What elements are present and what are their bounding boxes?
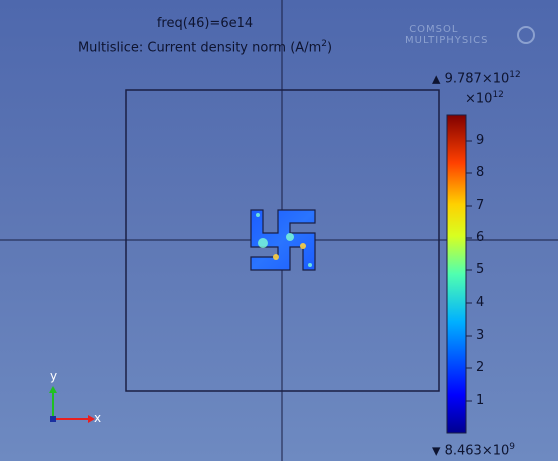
down-arrow-icon: ▼ <box>432 444 441 458</box>
x-axis-label: x <box>94 411 102 425</box>
colorbar-tick-9: 9 <box>476 133 485 148</box>
axis-origin <box>50 416 56 422</box>
colorbar-tick-5: 5 <box>476 262 485 277</box>
colorbar-max-label: ▲ 9.787×1012 <box>432 70 521 87</box>
domain-boundary <box>125 89 440 392</box>
colorbar-tick-7: 7 <box>476 198 485 213</box>
y-axis-arrowhead-icon <box>49 386 57 393</box>
colorbar-tick-1: 1 <box>476 393 485 408</box>
colorbar-tick-marks <box>466 140 472 402</box>
plot-title-expression: Multislice: Current density norm (A/m2) <box>77 39 333 56</box>
colorbar-tick-2: 2 <box>476 360 485 375</box>
colorbar-min-label: ▼ 8.463×109 <box>432 442 515 459</box>
plot-title-frequency: freq(46)=6e14 <box>156 16 254 31</box>
colorbar-tick-8: 8 <box>476 165 485 180</box>
conductor-slice <box>250 209 316 271</box>
comsol-logo-icon <box>517 26 535 44</box>
watermark-multiphysics: MULTIPHYSICS <box>405 35 489 46</box>
colorbar-tick-3: 3 <box>476 328 485 343</box>
colorbar-scale-label: ×1012 <box>465 90 504 107</box>
watermark-comsol: COMSOL <box>409 24 459 35</box>
colorbar-gradient <box>446 114 467 434</box>
up-arrow-icon: ▲ <box>432 72 441 86</box>
x-axis-arrowhead-icon <box>88 415 95 423</box>
y-axis-label: y <box>50 369 58 383</box>
plot-title: freq(46)=6e14 Multislice: Current densit… <box>0 14 410 58</box>
colorbar-tick-6: 6 <box>476 230 485 245</box>
comsol-watermark: COMSOL MULTIPHYSICS <box>405 24 535 46</box>
colorbar-tick-4: 4 <box>476 295 485 310</box>
